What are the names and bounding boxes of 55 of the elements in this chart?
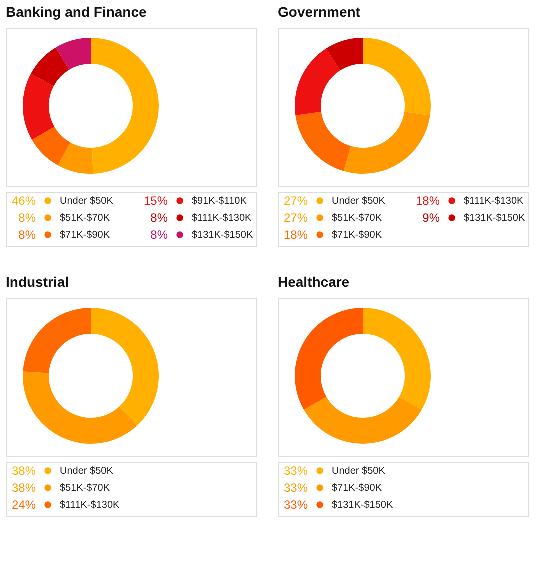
data-label: 8% [150,228,168,242]
chart-title: Banking and Finance [6,4,148,20]
donut-slice [23,308,91,374]
donut-slice [23,74,55,140]
data-label: 18% [416,194,440,208]
donut-slice [363,308,431,410]
data-label: 27% [284,211,308,225]
chart-title: Government [278,4,361,20]
donut-slice [58,142,94,174]
legend-label: $71K-$90K [332,483,382,494]
data-label: 15% [144,194,168,208]
donut-slice [363,38,431,116]
donut-slice [91,308,159,426]
donut-slice [344,112,430,174]
data-label: 38% [12,481,36,495]
legend-label: Under $50K [60,466,114,477]
donut-slice [295,308,363,410]
data-label: 8% [18,211,36,225]
data-label: 8% [150,211,168,225]
legend-label: $51K-$70K [332,213,382,224]
donut-slice [326,38,363,71]
legend-label: Under $50K [332,196,386,207]
legend-label: $51K-$70K [60,483,110,494]
data-label: 33% [284,464,308,478]
data-label: 46% [12,194,36,208]
legend-label: $111K-$130K [464,196,524,207]
donut-slice [295,48,340,116]
data-label: 38% [12,464,36,478]
legend-label: $71K-$90K [332,230,382,241]
legend-label: $131K-$150K [464,213,526,224]
chart-title: Healthcare [278,274,350,290]
data-label: 33% [284,481,308,495]
donut-slice [23,372,138,444]
legend-label: $51K-$70K [60,213,110,224]
donut-slice [296,112,352,172]
legend-label: $111K-$130K [192,213,252,224]
data-label: 18% [284,228,308,242]
data-label: 24% [12,498,36,512]
data-label: 9% [422,211,440,225]
legend-label: $71K-$90K [60,230,110,241]
legend-label: Under $50K [332,466,386,477]
data-label: 27% [284,194,308,208]
legend-label: $111K-$130K [60,500,120,511]
legend-label: $91K-$110K [192,196,248,207]
donut-slice [91,38,159,174]
chart-title: Industrial [6,274,70,290]
donut-slice [32,127,71,166]
data-label: 8% [18,228,36,242]
data-label: 33% [284,498,308,512]
donut-slice [304,397,422,444]
donut-slice [30,48,70,86]
legend-label: $131K-$150K [192,230,254,241]
legend-label: $131K-$150K [332,500,394,511]
legend-label: Under $50K [60,196,114,207]
donut-slice [56,38,91,70]
